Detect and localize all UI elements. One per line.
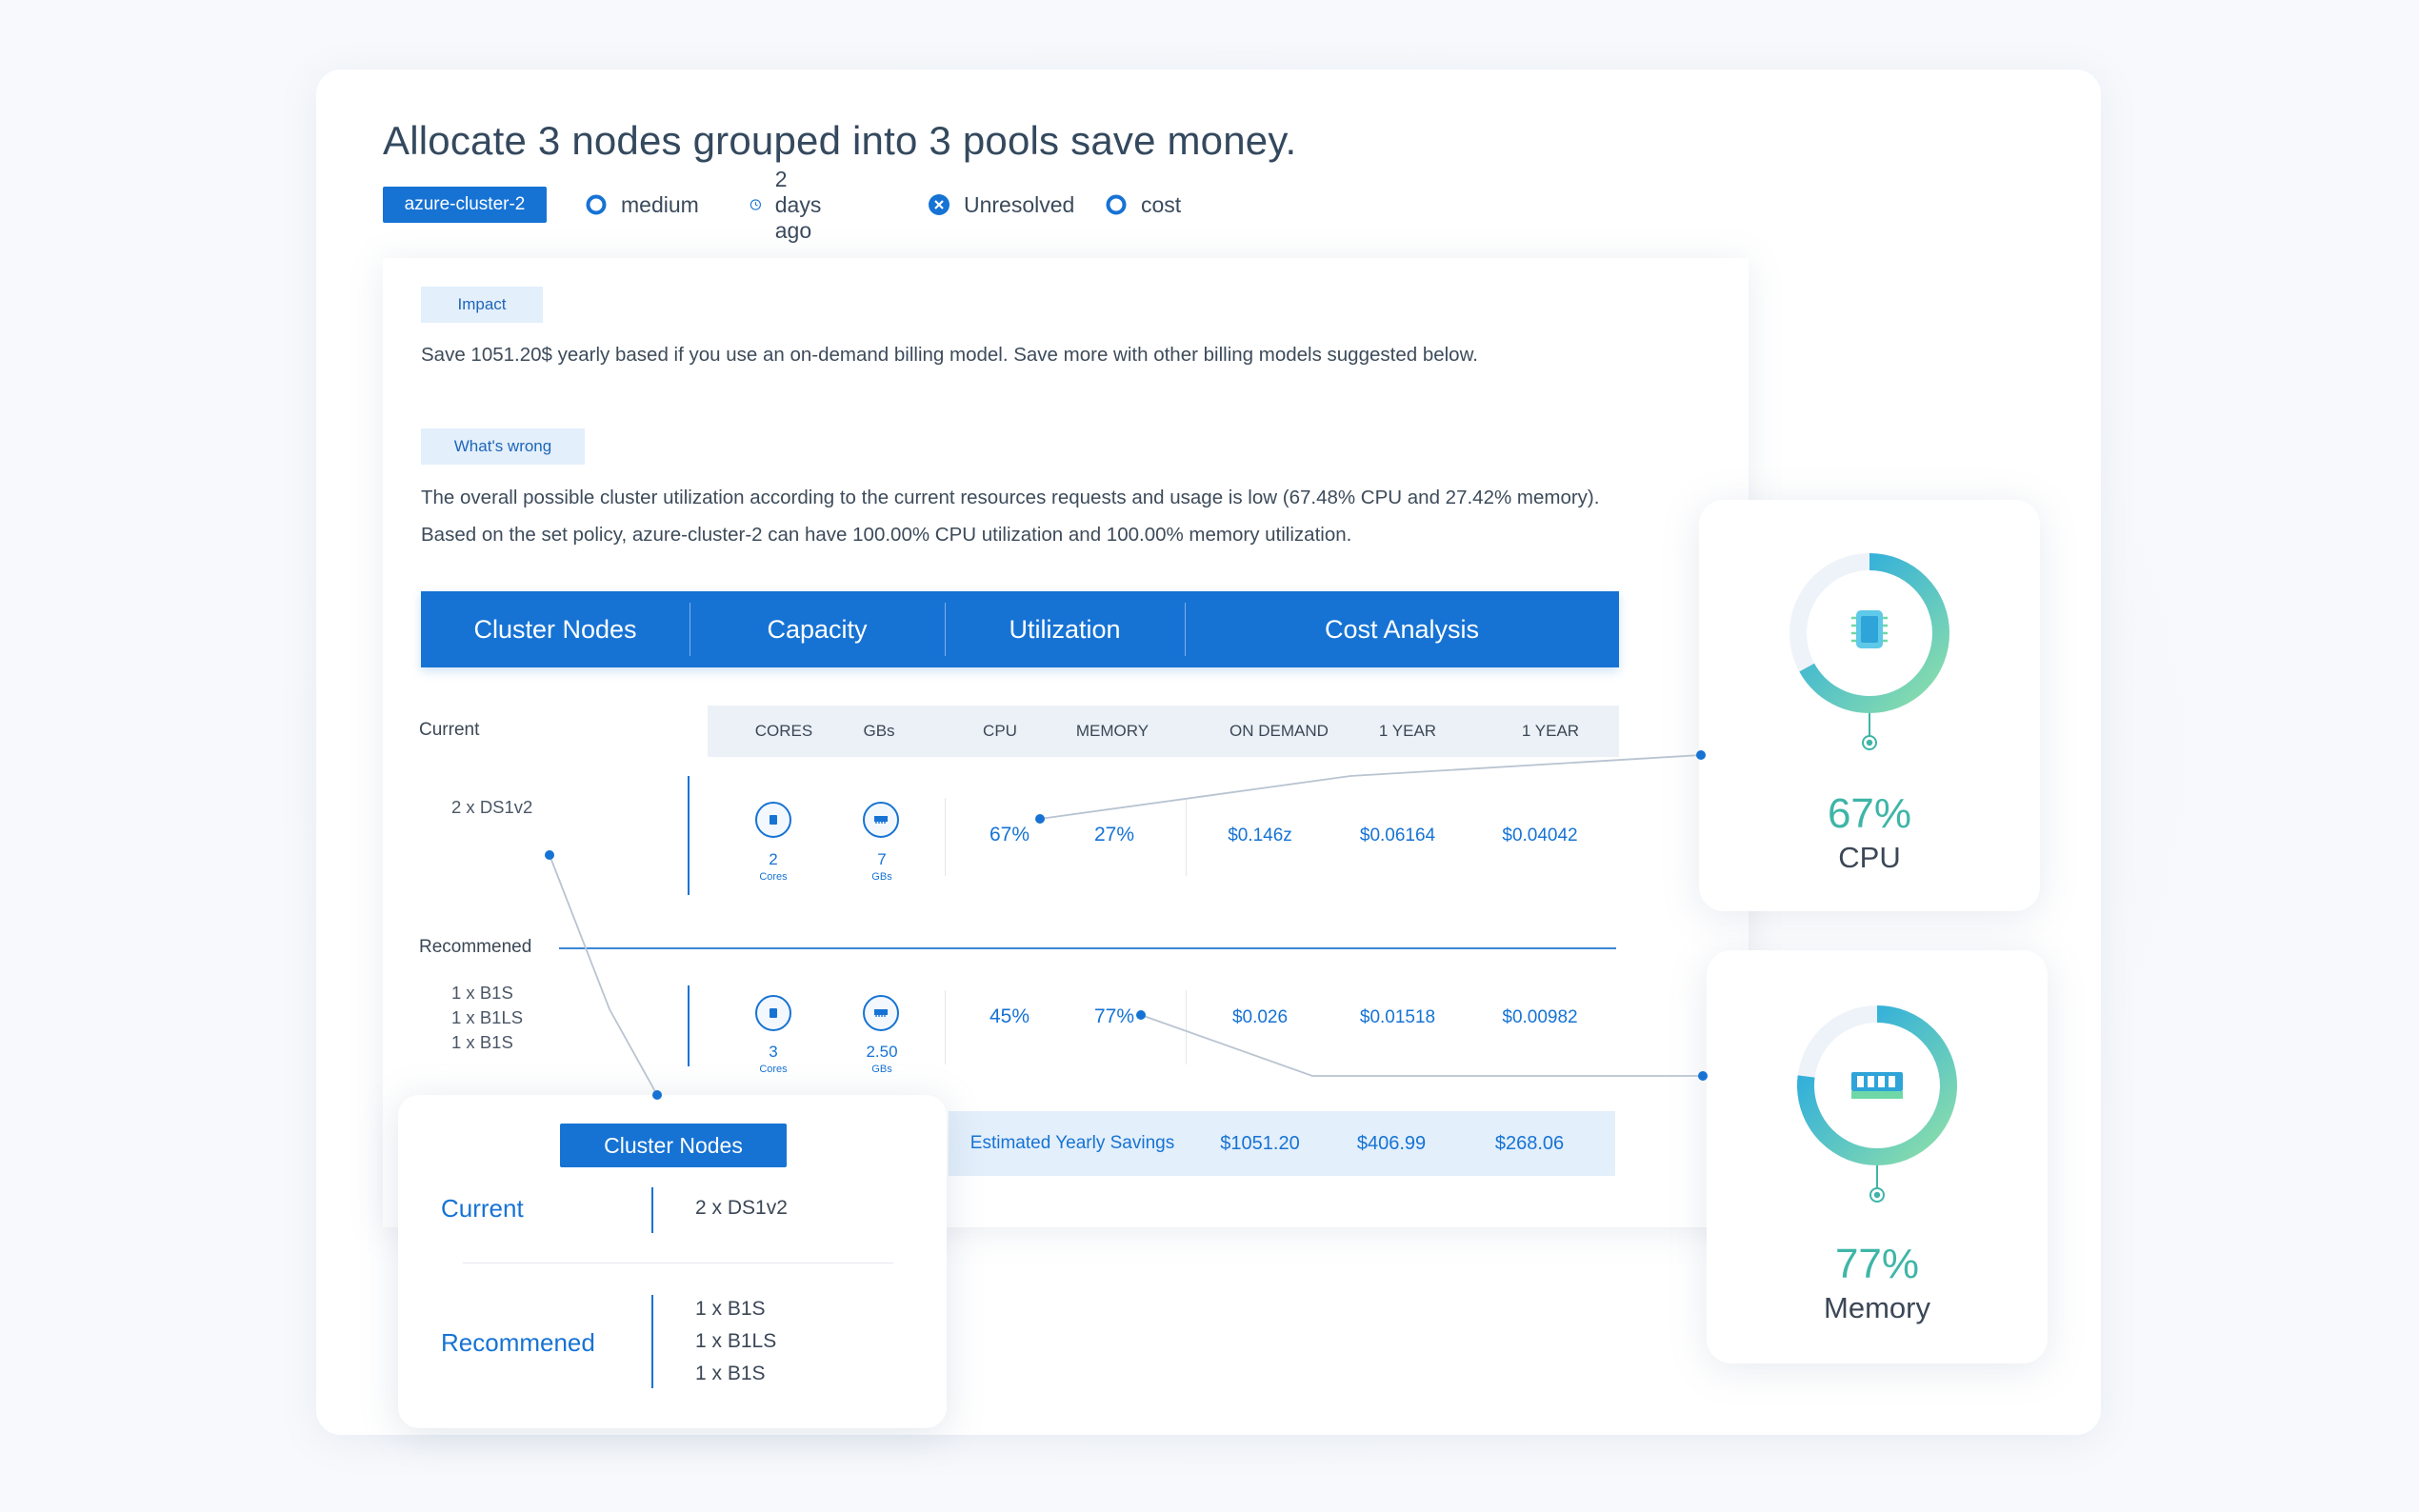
recommended-divider-line <box>559 947 1616 949</box>
popup-current-nodes: 2 x DS1v2 <box>695 1197 788 1219</box>
memory-icon <box>1851 1072 1903 1099</box>
cpu-gauge-arc <box>1789 553 1949 713</box>
popup-divider <box>651 1295 653 1388</box>
current-1-year: $0.06164 <box>1359 826 1436 846</box>
popup-recommended-label: Recommened <box>441 1328 595 1357</box>
gbs-icon <box>863 802 899 838</box>
chip-icon <box>770 815 777 825</box>
header-cost-analysis: Cost Analysis <box>1324 614 1480 644</box>
recommended-section-label: Recommened <box>419 937 532 957</box>
cores-icon <box>755 995 791 1031</box>
chip-icon <box>770 1008 777 1018</box>
gbs-icon <box>863 995 899 1031</box>
current-gbs: 7 <box>877 850 887 868</box>
popup-current-label: Current <box>441 1194 524 1223</box>
row-divider <box>688 776 690 895</box>
savings-1-year: $406.99 <box>1356 1132 1427 1154</box>
severity-text: medium <box>621 191 699 217</box>
current-cores: 2 <box>769 850 778 868</box>
status-text: Unresolved <box>964 191 1075 217</box>
header-divider <box>1185 603 1186 656</box>
recommended-memory: 77% <box>1093 1005 1135 1027</box>
table-header: Cluster Nodes Capacity Utilization Cost … <box>421 591 1619 667</box>
savings-1-year-b: $268.06 <box>1494 1132 1565 1154</box>
header-cluster-nodes: Cluster Nodes <box>473 614 637 644</box>
popup-recommended-node-3: 1 x B1S <box>695 1363 766 1384</box>
recommended-node-1: 1 x B1S <box>451 983 513 1003</box>
current-gbs-unit: GBs <box>871 871 892 883</box>
time-text: 2 days ago <box>774 166 822 243</box>
current-cpu: 67% <box>989 824 1030 846</box>
severity-icon <box>586 194 607 215</box>
status-meta: Unresolved <box>928 187 1074 223</box>
category-text: cost <box>1141 191 1182 217</box>
subheader-1-year: 1 YEAR <box>1378 722 1437 740</box>
recommended-cores: 3 <box>769 1043 778 1061</box>
column-divider <box>945 990 946 1064</box>
whats-wrong-tag: What's wrong <box>421 428 585 465</box>
column-divider <box>1186 798 1187 876</box>
recommended-gbs-unit: GBs <box>871 1064 892 1075</box>
cpu-label: CPU <box>1838 841 1901 874</box>
recommended-node-3: 1 x B1S <box>451 1032 513 1052</box>
category-meta: cost <box>1105 187 1181 223</box>
subheader-gbs: GBs <box>863 722 895 740</box>
recommended-cores-unit: Cores <box>759 1064 788 1075</box>
current-1-year-b: $0.04042 <box>1502 826 1578 846</box>
chip-icon <box>1851 610 1888 648</box>
subheader-cpu: CPU <box>983 722 1017 740</box>
cpu-percent: 67% <box>1827 790 1912 837</box>
clock-icon <box>750 199 761 210</box>
cluster-nodes-button[interactable]: Cluster Nodes <box>560 1124 787 1167</box>
current-nodes: 2 x DS1v2 <box>451 797 533 817</box>
page-title: Allocate 3 nodes grouped into 3 pools sa… <box>383 118 1297 163</box>
cluster-nodes-popup: Cluster Nodes Current 2 x DS1v2 Recommen… <box>398 1095 947 1428</box>
row-divider <box>688 985 690 1066</box>
recommended-1-year: $0.01518 <box>1359 1007 1436 1027</box>
recommended-cpu: 45% <box>989 1005 1030 1027</box>
unresolved-icon <box>929 194 950 215</box>
popup-recommended-node-1: 1 x B1S <box>695 1298 766 1320</box>
header-capacity: Capacity <box>767 614 868 644</box>
memory-percent: 77% <box>1834 1241 1920 1287</box>
savings-row: Estimated Yearly Savings $1051.20 $406.9… <box>949 1111 1615 1176</box>
severity-meta: medium <box>585 187 699 223</box>
recommended-on-demand: $0.026 <box>1231 1007 1289 1027</box>
current-on-demand: $0.146z <box>1228 826 1292 846</box>
time-meta: 2 days ago <box>750 167 832 243</box>
category-icon <box>1106 194 1127 215</box>
subheader-1-year-b: 1 YEAR <box>1521 722 1580 740</box>
recommended-node-2: 1 x B1LS <box>451 1007 524 1027</box>
savings-on-demand: $1051.20 <box>1220 1132 1300 1154</box>
memory-gauge <box>1797 1005 1957 1203</box>
cpu-metric-card: 67% CPU <box>1699 500 2040 911</box>
current-cores-unit: Cores <box>759 871 788 883</box>
memory-label: Memory <box>1824 1291 1930 1324</box>
table-subheader: CORES GBs CPU MEMORY ON DEMAND 1 YEAR 1 … <box>708 706 1619 757</box>
subheader-memory: MEMORY <box>1075 722 1150 740</box>
popup-recommended-node-2: 1 x B1LS <box>695 1330 777 1352</box>
impact-tag: Impact <box>421 287 543 323</box>
memory-icon <box>874 1009 888 1017</box>
column-divider <box>1186 990 1187 1064</box>
recommended-1-year-b: $0.00982 <box>1502 1007 1578 1027</box>
whats-wrong-text: The overall possible cluster utilization… <box>421 487 1600 546</box>
savings-label: Estimated Yearly Savings <box>970 1133 1175 1153</box>
memory-icon <box>874 816 888 824</box>
impact-text: Save 1051.20$ yearly based if you use an… <box>421 344 1478 366</box>
subheader-on-demand: ON DEMAND <box>1229 722 1329 740</box>
memory-metric-card: 77% Memory <box>1707 950 2048 1363</box>
current-memory: 27% <box>1093 824 1135 846</box>
column-divider <box>945 798 946 876</box>
cluster-chip[interactable]: azure-cluster-2 <box>383 187 547 223</box>
subheader-cores: CORES <box>754 722 813 740</box>
popup-divider <box>651 1187 653 1233</box>
recommended-gbs: 2.50 <box>866 1043 898 1061</box>
cpu-gauge <box>1789 553 1949 750</box>
header-utilization: Utilization <box>1009 614 1121 644</box>
cores-icon <box>755 802 791 838</box>
memory-gauge-arc <box>1797 1005 1957 1165</box>
current-section-label: Current <box>419 720 480 740</box>
header-divider <box>945 603 946 656</box>
